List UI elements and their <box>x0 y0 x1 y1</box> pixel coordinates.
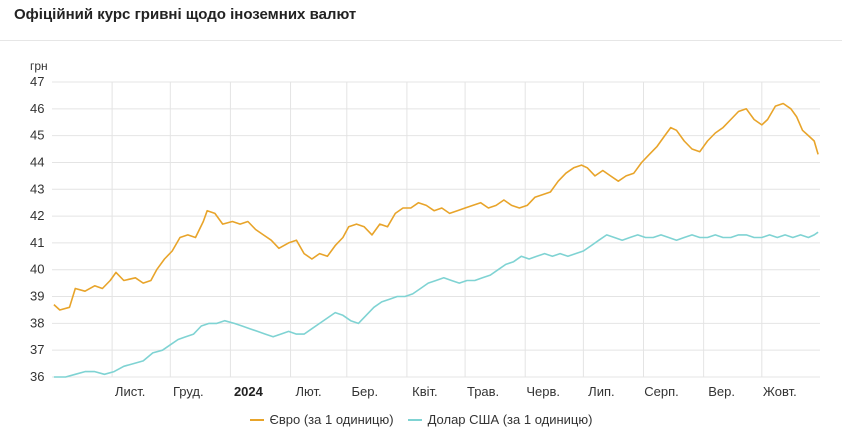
legend-item-euro[interactable]: Євро (за 1 одиницю) <box>249 412 394 427</box>
x-tick-label: Бер. <box>351 384 378 399</box>
legend-item-usd[interactable]: Долар США (за 1 одиницю) <box>407 412 593 427</box>
y-tick-label: 46 <box>30 101 44 116</box>
x-tick-label: Трав. <box>467 384 499 399</box>
legend-label-euro: Євро (за 1 одиницю) <box>269 412 394 427</box>
y-tick-label: 40 <box>30 262 44 277</box>
x-tick-label: Лют. <box>295 384 321 399</box>
x-tick-label: Груд. <box>173 384 204 399</box>
chart-legend: Євро (за 1 одиницю) Долар США (за 1 один… <box>0 412 842 427</box>
x-tick-label: 2024 <box>234 384 264 399</box>
x-tick-label: Лист. <box>115 384 145 399</box>
y-tick-label: 44 <box>30 154 44 169</box>
x-tick-label: Черв. <box>526 384 560 399</box>
y-tick-label: 45 <box>30 128 44 143</box>
y-tick-label: 43 <box>30 181 44 196</box>
legend-swatch-usd <box>407 418 422 421</box>
x-tick-label: Квіт. <box>412 384 438 399</box>
x-tick-label: Лип. <box>588 384 614 399</box>
y-tick-label: 38 <box>30 315 44 330</box>
chart-title: Офіційний курс гривні щодо іноземних вал… <box>14 6 357 23</box>
y-tick-label: 47 <box>30 74 44 89</box>
y-tick-label: 39 <box>30 289 44 304</box>
y-axis-unit: грн <box>30 59 48 73</box>
legend-swatch-euro <box>249 418 264 421</box>
series-line-euro <box>53 102 819 311</box>
y-tick-label: 41 <box>30 235 44 250</box>
y-tick-label: 37 <box>30 342 44 357</box>
legend-label-usd: Долар США (за 1 одиницю) <box>427 412 593 427</box>
x-tick-label: Жовт. <box>763 384 797 399</box>
header-divider <box>0 40 842 41</box>
y-tick-label: 36 <box>30 369 44 384</box>
y-tick-label: 42 <box>30 208 44 223</box>
x-tick-label: Серп. <box>644 384 679 399</box>
series-line-usd <box>53 231 819 378</box>
x-tick-label: Вер. <box>708 384 735 399</box>
